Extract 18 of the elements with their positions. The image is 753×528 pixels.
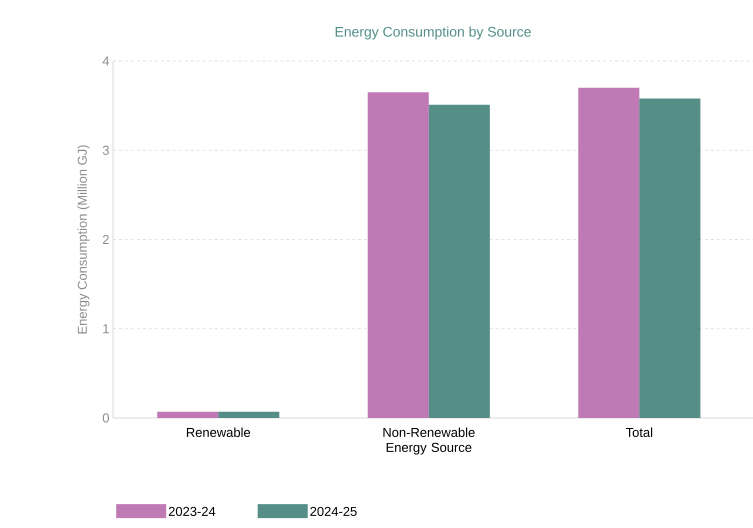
bar: [368, 92, 429, 418]
bar: [578, 88, 640, 418]
y-tick-label: 4: [102, 56, 110, 66]
y-axis-title: Energy Consumption (Million GJ): [77, 145, 90, 334]
y-tick-label: 0: [102, 413, 109, 423]
x-tick-label: Non-Renewable Energy Source: [383, 428, 475, 455]
chart-title: Energy Consumption by Source: [336, 26, 531, 40]
legend-label: 2023-24: [168, 506, 216, 516]
bar: [428, 104, 490, 418]
legend-label: 2024-25: [310, 506, 357, 516]
x-tick-label: Renewable: [186, 428, 250, 438]
y-tick-label: 1: [103, 324, 109, 334]
bar: [157, 412, 218, 418]
y-tick-label: 2: [102, 234, 109, 244]
bar: [218, 412, 280, 418]
bar: [639, 98, 700, 418]
x-tick-label: Total: [626, 428, 652, 438]
y-tick-label: 3: [102, 146, 109, 155]
